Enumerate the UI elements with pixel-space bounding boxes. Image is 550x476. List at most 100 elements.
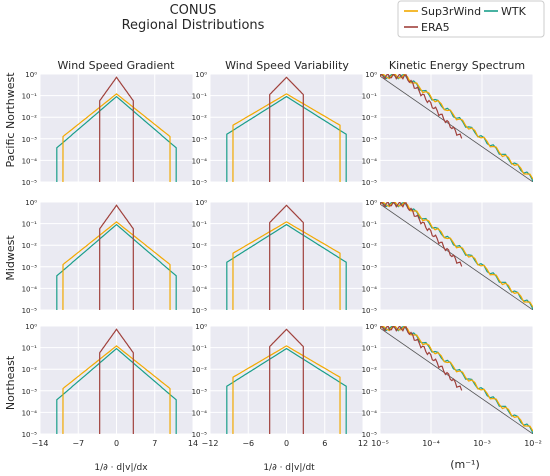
row-label-northeast: Northeast xyxy=(4,355,17,410)
y-tick-label: 10⁻¹ xyxy=(362,345,378,353)
y-tick-label: 10⁻² xyxy=(192,366,208,374)
panel-grid: 10⁰10⁻¹10⁻²10⁻³10⁻⁴10⁻⁵10⁰10⁻¹10⁻²10⁻³10… xyxy=(22,71,542,448)
legend-label-wtk: WTK xyxy=(501,5,527,18)
series-line-sup3rwind xyxy=(232,345,341,434)
panel-r0-c2: 10⁰ 10⁻¹ 10⁻² 10⁻³ 10⁻⁴ 10⁻⁵ xyxy=(362,71,534,187)
y-tick-label: 10⁰ xyxy=(195,323,207,331)
y-tick-label: 10⁰ xyxy=(25,199,37,207)
y-tick-label: 10⁰ xyxy=(365,71,377,79)
panel-r1-c1: 10⁰ 10⁻¹ 10⁻² 10⁻³ 10⁻⁴ 10⁻⁵ xyxy=(192,199,364,315)
x-tick-label: 10⁻³ xyxy=(473,439,491,448)
y-tick-label: 10⁻⁴ xyxy=(192,157,208,165)
y-tick-label: 10⁻⁵ xyxy=(362,307,378,315)
series-line-sup3rwind xyxy=(232,93,341,182)
series-line-era5 xyxy=(99,204,134,310)
y-tick-label: 10⁻³ xyxy=(22,388,38,396)
series-line-era5 xyxy=(380,326,463,391)
y-tick-label: 10⁻¹ xyxy=(192,221,208,229)
series-line-era5 xyxy=(269,204,304,310)
series-line-wtk xyxy=(226,223,347,310)
y-tick-label: 10⁰ xyxy=(25,323,37,331)
y-tick-label: 10⁻² xyxy=(192,242,208,250)
y-tick-label: 10⁻² xyxy=(192,114,208,122)
y-tick-label: 10⁻⁴ xyxy=(22,409,38,417)
y-tick-label: 10⁰ xyxy=(25,71,37,79)
y-tick-label: 10⁻¹ xyxy=(192,345,208,353)
y-tick-label: 10⁰ xyxy=(195,71,207,79)
y-tick-label: 10⁻⁴ xyxy=(362,157,378,165)
row-label-pacific-northwest: Pacific Northwest xyxy=(4,72,17,168)
legend-label-era5: ERA5 xyxy=(421,21,450,34)
y-tick-label: 10⁻¹ xyxy=(22,93,38,101)
panel-r2-c1: 10⁰ 10⁻¹ 10⁻² 10⁻³ 10⁻⁴ 10⁻⁵−12 −6 0 6 12 xyxy=(192,323,369,448)
panel-r1-c0: 10⁰ 10⁻¹ 10⁻² 10⁻³ 10⁻⁴ 10⁻⁵ xyxy=(22,199,194,315)
y-tick-label: 10⁻⁴ xyxy=(362,409,378,417)
y-tick-label: 10⁻¹ xyxy=(362,93,378,101)
panel-r2-c0: 10⁰ 10⁻¹ 10⁻² 10⁻³ 10⁻⁴ 10⁻⁵−14 −7 0 7 14 xyxy=(22,323,199,448)
series-group xyxy=(380,326,533,434)
x-tick-label: 7 xyxy=(152,439,157,448)
y-tick-label: 10⁰ xyxy=(365,323,377,331)
y-tick-label: 10⁻² xyxy=(22,366,38,374)
spectrum-reference-line xyxy=(380,327,533,434)
y-tick-label: 10⁻³ xyxy=(22,264,38,272)
y-tick-label: 10⁻⁴ xyxy=(362,285,378,293)
y-tick-label: 10⁻⁴ xyxy=(22,285,38,293)
series-group xyxy=(380,74,533,182)
series-group xyxy=(56,328,177,434)
column-title-spectrum: Kinetic Energy Spectrum xyxy=(389,59,525,72)
y-tick-label: 10⁻¹ xyxy=(362,221,378,229)
x-tick-label: 6 xyxy=(322,439,327,448)
spectrum-reference-line xyxy=(380,75,533,182)
y-tick-label: 10⁻³ xyxy=(192,136,208,144)
series-group xyxy=(226,204,347,310)
y-tick-label: 10⁻³ xyxy=(362,136,378,144)
spectrum-reference-line xyxy=(380,203,533,310)
y-tick-label: 10⁰ xyxy=(195,199,207,207)
panel-r0-c0: 10⁰ 10⁻¹ 10⁻² 10⁻³ 10⁻⁴ 10⁻⁵ xyxy=(22,71,194,187)
series-line-era5 xyxy=(99,76,134,182)
series-line-wtk xyxy=(226,95,347,182)
series-line-era5 xyxy=(269,76,304,182)
series-line-sup3rwind xyxy=(62,345,171,434)
legend-frame xyxy=(397,0,545,38)
x-tick-label: 0 xyxy=(284,439,289,448)
series-line-era5 xyxy=(380,74,463,139)
x-tick-label: −12 xyxy=(202,439,219,448)
y-tick-label: 10⁻³ xyxy=(192,388,208,396)
series-line-sup3rwind xyxy=(232,221,341,310)
series-line-era5 xyxy=(99,328,134,434)
row-label-midwest: Midwest xyxy=(4,235,17,281)
y-tick-label: 10⁻⁴ xyxy=(22,157,38,165)
x-tick-label: 0 xyxy=(114,439,119,448)
series-line-era5 xyxy=(380,202,463,267)
series-line-wtk xyxy=(56,95,177,182)
series-group xyxy=(56,76,177,182)
y-tick-label: 10⁻¹ xyxy=(22,221,38,229)
y-tick-label: 10⁻⁵ xyxy=(362,179,378,187)
column-title-gradient: Wind Speed Gradient xyxy=(58,59,176,72)
y-tick-label: 10⁻⁴ xyxy=(192,285,208,293)
series-group xyxy=(380,202,533,310)
series-line-sup3rwind xyxy=(62,221,171,310)
x-tick-label: 14 xyxy=(188,439,198,448)
y-tick-label: 10⁻² xyxy=(362,114,378,122)
panel-r2-c2: 10⁰ 10⁻¹ 10⁻² 10⁻³ 10⁻⁴ 10⁻⁵10⁻⁵ 10⁻⁴ 10⁻³ 10⁻² xyxy=(362,323,542,448)
y-tick-label: 10⁻⁵ xyxy=(192,431,208,439)
y-tick-label: 10⁻² xyxy=(22,242,38,250)
y-tick-label: 10⁻⁴ xyxy=(192,409,208,417)
figure-title: CONUS xyxy=(170,3,217,18)
column-title-variability: Wind Speed Variability xyxy=(225,59,349,72)
y-tick-label: 10⁻² xyxy=(362,366,378,374)
x-tick-label: 12 xyxy=(358,439,368,448)
x-axis-label-variability: 1/∂ · d|v|/dt xyxy=(263,463,315,473)
x-tick-label: −14 xyxy=(32,439,49,448)
legend-label-sup3rwind: Sup3rWind xyxy=(421,5,481,18)
y-tick-label: 10⁻¹ xyxy=(22,345,38,353)
x-axis-label-gradient: 1/∂ · d|v|/dx xyxy=(94,463,148,473)
legend: Sup3rWind WTK ERA5 xyxy=(397,0,545,38)
x-tick-label: −6 xyxy=(242,439,254,448)
y-tick-label: 10⁻⁵ xyxy=(22,179,38,187)
y-tick-label: 10⁻⁵ xyxy=(192,307,208,315)
